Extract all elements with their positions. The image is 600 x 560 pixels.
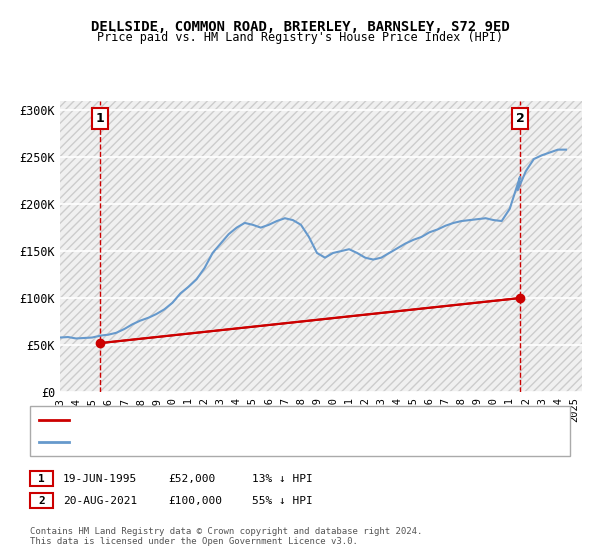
Text: 1: 1 (38, 474, 45, 484)
Text: DELLSIDE, COMMON ROAD, BRIERLEY, BARNSLEY, S72 9ED: DELLSIDE, COMMON ROAD, BRIERLEY, BARNSLE… (91, 20, 509, 34)
Text: DELLSIDE, COMMON ROAD, BRIERLEY, BARNSLEY, S72 9ED (detached house): DELLSIDE, COMMON ROAD, BRIERLEY, BARNSLE… (75, 415, 494, 425)
Text: HPI: Average price, detached house, Barnsley: HPI: Average price, detached house, Barn… (75, 437, 350, 447)
Text: 1: 1 (95, 112, 104, 125)
Text: 55% ↓ HPI: 55% ↓ HPI (252, 496, 313, 506)
Text: 2: 2 (515, 112, 524, 125)
Text: £100,000: £100,000 (168, 496, 222, 506)
Text: £52,000: £52,000 (168, 474, 215, 484)
Text: 13% ↓ HPI: 13% ↓ HPI (252, 474, 313, 484)
Text: 19-JUN-1995: 19-JUN-1995 (63, 474, 137, 484)
Text: Price paid vs. HM Land Registry's House Price Index (HPI): Price paid vs. HM Land Registry's House … (97, 31, 503, 44)
Text: Contains HM Land Registry data © Crown copyright and database right 2024.
This d: Contains HM Land Registry data © Crown c… (30, 526, 422, 546)
Text: 2: 2 (38, 496, 45, 506)
Text: 20-AUG-2021: 20-AUG-2021 (63, 496, 137, 506)
